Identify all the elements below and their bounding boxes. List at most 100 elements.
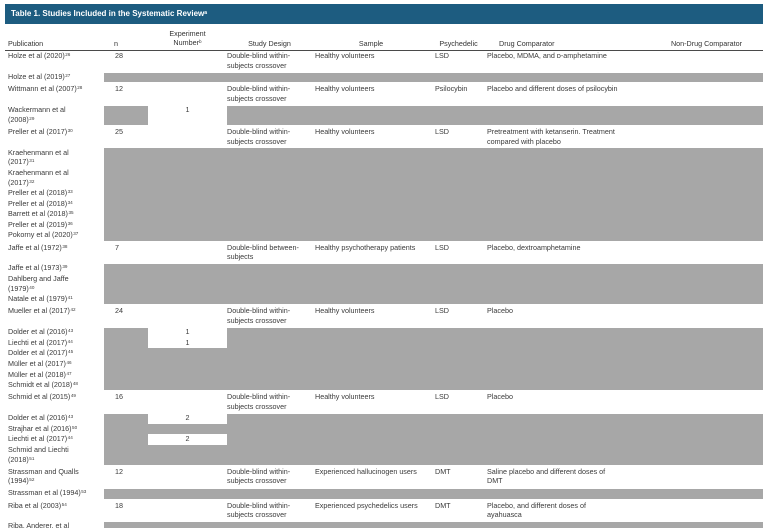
redaction-mask [104, 488, 763, 499]
cell-psychedelic: LSD [435, 126, 449, 136]
publication-ref-marker: 34 [67, 199, 73, 205]
study-section: Jaffe et al (1972)38 7 Double-blind betwee… [5, 243, 763, 262]
table-row: Dahlberg and Jaffe (1979)40 [5, 274, 763, 294]
cell-publication: Schmid and Liechti (2018)51 [5, 445, 104, 465]
publication-ref-marker: 53 [81, 489, 87, 495]
publication-text: Liechti et al (2017) [8, 434, 68, 444]
cell-sample: Healthy volunteers [315, 126, 375, 136]
study-section: Mueller et al (2017)42 24 Double-blind wit… [5, 306, 763, 325]
publication-text: Schmidt et al (2018) [8, 380, 73, 390]
publication-text: Müller et al (2017) [8, 358, 66, 368]
cell-publication: Natale et al (1979)41 [5, 294, 104, 305]
cell-publication: Jaffe et al (1972)38 [5, 243, 104, 262]
cell-non-drug-comparator [650, 501, 763, 520]
cell-drug-comparator: Placebo [487, 306, 513, 316]
publication-ref-marker: 43 [68, 328, 74, 334]
cell-publication: Riba, Anderer, et al (2002)55 [5, 521, 104, 528]
publication-text: Preller et al (2017) [8, 126, 68, 136]
cell-drug-comparator: Placebo [487, 392, 513, 402]
publication-text: Dahlberg and Jaffe (1979) [8, 274, 69, 293]
cell-publication: Liechti et al (2017)44 [5, 338, 104, 349]
cell-psychedelic: Psilocybin [435, 84, 468, 94]
cell-study-design: Double-blind between-subjects [227, 242, 299, 262]
publication-ref-marker: 32 [29, 178, 35, 184]
redaction-mask [104, 72, 763, 83]
cell-non-drug-comparator [650, 243, 763, 262]
table-row: Schmidt et al (2018)48 [5, 380, 763, 391]
cell-psychedelic: LSD [435, 51, 449, 61]
publication-ref-marker: 42 [70, 307, 76, 313]
column-header-n: n [114, 39, 118, 49]
experiment-number-window: 1 [148, 337, 227, 349]
column-header-drug-comparator: Drug Comparator [499, 39, 555, 49]
cell-publication: Kraehenmann et al (2017)32 [5, 168, 104, 188]
cell-publication: Strajhar et al (2016)50 [5, 424, 104, 435]
table-row: Preller et al (2017)30 25 Double-blind wit… [5, 127, 763, 146]
publication-text: Mueller et al (2017) [8, 306, 70, 316]
table-row: Preller et al (2018)34 [5, 199, 763, 210]
masked-section: Riba, Anderer, et al (2002)55Riba et al … [5, 521, 763, 528]
cell-publication: Dolder et al (2016)43 [5, 413, 104, 424]
masked-section: Dolder et al (2016)43 2 Strajhar et al (20… [5, 413, 763, 465]
study-section: Holze et al (2020)26 28 Double-blind withi… [5, 51, 763, 70]
cell-sample: Healthy volunteers [315, 51, 375, 61]
cell-drug-comparator: Placebo, MDMA, and ᴅ-amphetamine [487, 51, 607, 61]
cell-study-design: Double-blind within-subjects crossover [227, 500, 291, 520]
table-row: Preller et al (2019)36 [5, 220, 763, 231]
cell-experiment-number [148, 243, 227, 262]
cell-sample: Experienced hallucinogen users [315, 466, 417, 476]
experiment-number-window: 2 [148, 434, 227, 445]
table-title-footnote-marker: a [204, 9, 208, 16]
cell-n: 7 [115, 242, 119, 252]
table-row: Schmid and Liechti (2018)51 [5, 445, 763, 465]
table-row: Jaffe et al (1972)38 7 Double-blind betwee… [5, 243, 763, 262]
publication-ref-marker: 28 [77, 85, 83, 91]
cell-publication: Müller et al (2017)46 [5, 359, 104, 370]
cell-non-drug-comparator [650, 127, 763, 146]
publication-text: Dolder et al (2016) [8, 413, 68, 423]
cell-sample: Healthy volunteers [315, 306, 375, 316]
publication-text: Preller et al (2018) [8, 188, 68, 198]
cell-psychedelic: LSD [435, 306, 449, 316]
cell-publication: Wackermann et al (2008)29 [5, 105, 104, 125]
table-row: Strassman and Qualls (1994)52 12 Double-bl… [5, 467, 763, 487]
publication-text: Müller et al (2018) [8, 369, 66, 379]
cell-study-design: Double-blind within-subjects crossover [227, 84, 291, 103]
publication-text: Kraehenmann et al (2017) [8, 147, 69, 167]
cell-non-drug-comparator [650, 84, 763, 103]
publication-ref-marker: 49 [70, 393, 76, 399]
cell-non-drug-comparator [650, 306, 763, 325]
publication-text: Dolder et al (2017) [8, 348, 68, 358]
experiment-number-window: 1 [148, 327, 227, 338]
cell-n: 18 [115, 500, 123, 510]
experiment-number-window: 2 [148, 413, 227, 424]
table-row: Holze et al (2019)27 [5, 72, 763, 83]
publication-text: Kraehenmann et al (2017) [8, 167, 69, 187]
table-row: Preller et al (2018)33 [5, 188, 763, 199]
masked-section: Dolder et al (2016)43 1 Liechti et al (201… [5, 327, 763, 391]
cell-sample: Healthy volunteers [315, 84, 375, 94]
cell-experiment-number [148, 392, 227, 411]
cell-publication: Mueller et al (2017)42 [5, 306, 104, 325]
cell-publication: Wittmann et al (2007)28 [5, 84, 104, 103]
cell-publication: Müller et al (2018)47 [5, 370, 104, 381]
cell-n: 24 [115, 306, 123, 316]
table-row: Strajhar et al (2016)50 [5, 424, 763, 435]
column-header-psychedelic: Psychedelic [439, 39, 478, 49]
table-title: Table 1. Studies Included in the Systema… [11, 9, 205, 18]
cell-study-design: Double-blind within-subjects crossover [227, 51, 291, 70]
redaction-mask [104, 521, 763, 528]
experiment-footnote-marker: b [199, 39, 202, 45]
publication-ref-marker: 33 [67, 189, 73, 195]
publication-ref-marker: 52 [29, 477, 35, 483]
publication-ref-marker: 50 [72, 424, 78, 430]
cell-drug-comparator: Pretreatment with ketanserin. Treatment … [487, 126, 615, 146]
table-row: Dolder et al (2016)43 2 [5, 413, 763, 424]
publication-text: Wittmann et al (2007) [8, 84, 77, 94]
cell-publication: Barrett et al (2018)35 [5, 209, 104, 220]
cell-drug-comparator: Placebo, and different doses of ayahuasc… [487, 500, 586, 520]
column-header-experiment-line2: Numberb [173, 38, 202, 48]
publication-text: Barrett et al (2018) [8, 209, 68, 219]
masked-section: Kraehenmann et al (2017)31 Kraehenmann et… [5, 148, 763, 241]
cell-psychedelic: DMT [435, 466, 451, 476]
